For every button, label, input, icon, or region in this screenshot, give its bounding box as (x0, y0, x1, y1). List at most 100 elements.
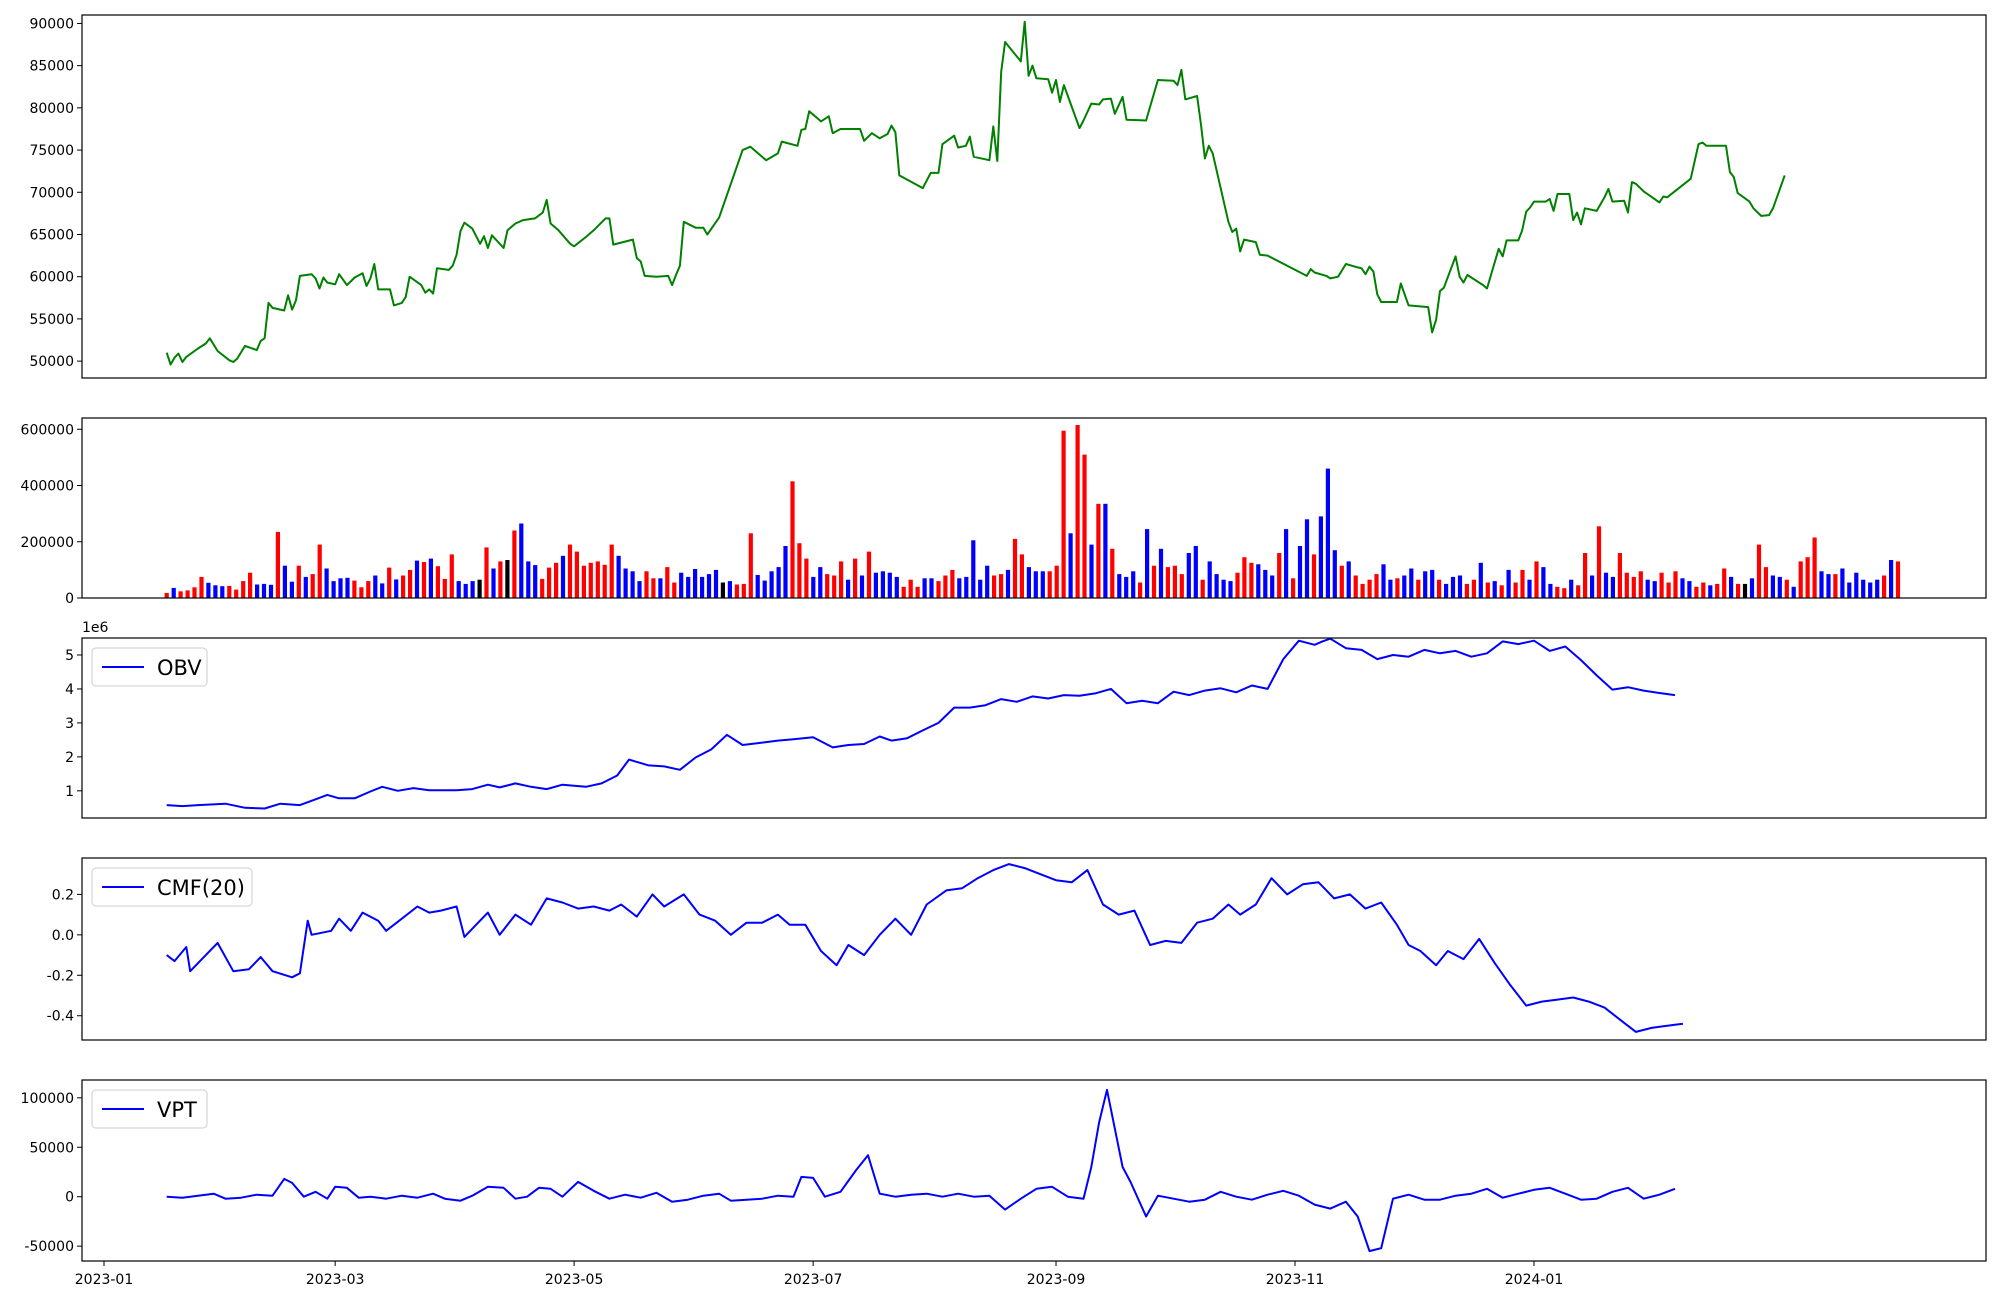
y-tick-label: -0.2 (47, 968, 74, 984)
volume-bar (192, 587, 197, 598)
volume-bar (1708, 585, 1713, 598)
volume-bar (1485, 582, 1490, 598)
y-tick-label: 0 (65, 591, 74, 607)
volume-bar (171, 587, 176, 598)
volume-bar (213, 585, 218, 598)
volume-bar (1179, 574, 1184, 598)
volume-bar (1499, 585, 1504, 598)
volume-bar (1854, 572, 1859, 598)
volume-bar (1430, 569, 1435, 598)
volume-bar (1402, 575, 1407, 598)
x-tick-label: 2023-03 (306, 1272, 365, 1288)
volume-bar (999, 574, 1004, 598)
y-tick-label: 80000 (29, 101, 74, 117)
volume-bar (1736, 583, 1741, 598)
volume-bar (1416, 579, 1421, 598)
volume-bar (1012, 538, 1018, 598)
volume-bar (873, 572, 878, 598)
volume-bar (1464, 583, 1469, 598)
x-tick-label: 2023-11 (1266, 1272, 1325, 1288)
volume-bar (303, 576, 308, 598)
volume-bar (1701, 582, 1706, 598)
volume-bar (1812, 537, 1817, 598)
volume-bar (1596, 526, 1602, 598)
volume-bar (296, 565, 301, 598)
volume-bar (1437, 579, 1442, 598)
volume-bar (248, 572, 253, 598)
volume-bar (275, 531, 280, 598)
volume-bar (560, 555, 566, 598)
y-tick-label: 70000 (29, 185, 74, 201)
y-tick-label: -0.4 (47, 1009, 74, 1025)
volume-bar (1332, 550, 1337, 598)
volume-bar (1590, 575, 1595, 598)
volume-bar (1645, 579, 1650, 598)
volume-bar (880, 571, 885, 598)
panel-vpt: -50000 0 50000 100000 VPT 2023-01 2023-03 2023-… (21, 1079, 1987, 1288)
volume-bar (1513, 582, 1518, 598)
volume-bar (317, 544, 322, 598)
cmf-line (166, 863, 1684, 1033)
volume-bar (1158, 548, 1164, 598)
y-tick-label: 50000 (29, 354, 74, 370)
volume-bar (1075, 425, 1080, 598)
volume-bar (658, 578, 663, 598)
volume-bar (623, 568, 628, 598)
volume-bar (1861, 579, 1866, 598)
volume-bar (1875, 579, 1880, 598)
volume-bar (1666, 582, 1671, 598)
volume-bar (1131, 571, 1136, 598)
volume-bar (686, 576, 691, 598)
volume-bar (1318, 516, 1323, 598)
y-tick-label: 90000 (29, 16, 74, 32)
volume-bar (463, 583, 468, 598)
volume-bar (373, 575, 378, 598)
volume-bar (1019, 554, 1024, 598)
volume-bar (908, 579, 913, 598)
volume-bar (1325, 468, 1330, 598)
volume-bar (985, 565, 990, 598)
volume-bar (1742, 583, 1748, 598)
volume-bar (1617, 553, 1622, 598)
volume-bar (282, 565, 287, 598)
volume-bar (1478, 562, 1483, 598)
volume-bar (1297, 546, 1303, 598)
volume-bar (526, 561, 531, 598)
volume-bar (783, 546, 788, 598)
volume-bar (1833, 574, 1838, 598)
volume-bar (1541, 567, 1546, 598)
volume-bar (811, 576, 816, 598)
volume-bar (519, 523, 524, 598)
volume-bar (1534, 561, 1539, 598)
volume-bar (1026, 567, 1031, 598)
volume-bar (720, 582, 725, 598)
volume-bar (1339, 565, 1344, 598)
plot-frame (81, 417, 1987, 599)
volume-bar (1826, 574, 1831, 598)
axis-multiplier: 1e6 (82, 620, 109, 636)
volume-bar (1756, 544, 1762, 598)
volume-bar (352, 580, 357, 598)
volume-bar (1277, 553, 1282, 598)
volume-bar (199, 576, 204, 598)
y-tick-label: 85000 (29, 59, 74, 75)
legend-box (91, 647, 208, 687)
volume-bar (408, 569, 413, 598)
volume-bar (268, 584, 274, 598)
volume-bar (1367, 579, 1372, 598)
volume-bar (1715, 583, 1720, 598)
volume-bar (665, 567, 670, 598)
volume-bar (1228, 581, 1233, 598)
volume-bar (380, 583, 385, 598)
x-tick-label: 2023-05 (545, 1272, 604, 1288)
obv-line (166, 638, 1676, 810)
volume-bar (1165, 567, 1170, 598)
volume-bar (1005, 569, 1011, 598)
volume-bar (449, 554, 454, 598)
volume-bar (414, 560, 420, 598)
legend: VPT (91, 1089, 208, 1129)
plot-frame (81, 637, 1987, 819)
volume-bar (1346, 561, 1351, 598)
volume-bar (859, 575, 865, 598)
legend-box (91, 1089, 208, 1129)
